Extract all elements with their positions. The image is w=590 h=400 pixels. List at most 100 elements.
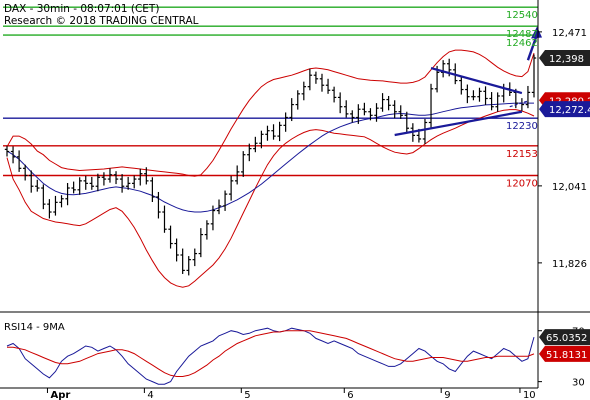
chart-header-line2: Research © 2018 TRADING CENTRAL — [4, 15, 199, 27]
price-bar — [350, 110, 355, 123]
bollinger-bands — [6, 49, 535, 288]
price-bar — [265, 125, 270, 141]
level-label-12462: 12462 — [506, 38, 538, 49]
price-bar — [253, 136, 258, 153]
price-bar — [465, 84, 470, 104]
price-bar — [83, 175, 88, 190]
price-bar — [241, 151, 246, 177]
price-bar — [71, 181, 76, 194]
price-bar — [495, 92, 500, 112]
forecast-arrow-head — [531, 26, 543, 39]
price-bar — [101, 172, 107, 186]
price-bar — [422, 118, 428, 144]
y-tick-label: 11,826 — [552, 259, 587, 270]
rsi-y-tick-label: 30 — [572, 378, 585, 389]
x-tick-label: 4 — [147, 390, 153, 400]
price-bar — [392, 100, 397, 119]
price-bar — [186, 256, 191, 276]
price-bar — [10, 146, 16, 164]
price-bar — [337, 92, 343, 114]
level-label-12070: 12070 — [506, 178, 538, 189]
price-bar — [4, 145, 10, 157]
price-bar — [234, 165, 240, 185]
level-label-12487: 12487 — [506, 29, 538, 40]
triangle-lower-line — [394, 110, 523, 137]
rsi-line — [6, 327, 535, 385]
price-bar — [301, 81, 307, 101]
price-bar — [22, 164, 28, 181]
price-bar — [307, 68, 313, 91]
level-label-12540: 12540 — [506, 10, 538, 21]
price-bar — [41, 184, 46, 210]
rsi-title: RSI14 - 9MA — [4, 322, 65, 333]
x-tick-label: 6 — [347, 390, 353, 400]
price-box-dark: 12,398 — [539, 50, 590, 67]
price-bar — [404, 111, 409, 134]
price-bar — [325, 78, 331, 94]
price-box-bg — [539, 50, 590, 67]
price-bar — [380, 93, 385, 112]
price-bar — [313, 71, 319, 84]
price-bar — [204, 220, 210, 240]
price-bar — [180, 248, 185, 274]
price-bar — [289, 98, 294, 122]
price-bar — [331, 86, 337, 103]
price-bar — [119, 174, 125, 193]
price-bar — [440, 60, 446, 78]
price-bar — [319, 73, 325, 92]
price-bar — [132, 175, 137, 189]
price-bar — [216, 199, 222, 215]
price-bar — [89, 176, 95, 190]
price-bar — [65, 183, 70, 206]
price-bar — [271, 124, 276, 140]
price-bar — [59, 195, 64, 208]
price-bar — [150, 177, 155, 202]
price-bar — [519, 98, 525, 112]
level-lines — [3, 6, 538, 177]
price-bar — [277, 121, 282, 142]
price-bar — [471, 90, 476, 101]
x-tick-label: 5 — [244, 390, 250, 400]
price-bar — [295, 90, 300, 110]
price-bar — [374, 103, 379, 122]
level-label-12230: 12230 — [506, 121, 538, 132]
price-bar — [192, 248, 197, 267]
price-bar — [228, 175, 234, 201]
price-box-text: 12,272.4 — [549, 105, 590, 116]
rsi-box-bg — [539, 345, 590, 362]
price-box-bg — [539, 101, 590, 118]
price-box-text: 12,398 — [549, 54, 584, 65]
price-bar — [459, 77, 464, 95]
moving-average — [6, 102, 534, 213]
price-bar — [198, 228, 204, 258]
price-bar — [144, 167, 149, 185]
price-box-blue: 12,272.4 — [539, 101, 590, 118]
price-bar — [35, 179, 40, 192]
price-bar — [47, 199, 52, 219]
price-bar — [113, 171, 119, 185]
price-bar — [138, 168, 143, 186]
triangle-pattern — [394, 26, 543, 137]
level-label-12153: 12153 — [506, 149, 538, 160]
moving-average-line — [6, 102, 534, 213]
price-bar — [210, 205, 216, 231]
price-bar — [386, 95, 391, 111]
price-bar — [428, 83, 434, 129]
price-bar — [125, 176, 131, 190]
price-bar — [174, 238, 179, 262]
y-tick-label: 12,041 — [552, 182, 587, 193]
forecast-arrow-shaft — [526, 34, 539, 61]
x-tick-label: Apr — [50, 390, 70, 400]
price-bar — [362, 102, 367, 116]
rsi-panel — [6, 327, 535, 385]
price-bar — [489, 92, 494, 111]
x-tick-label: 10 — [523, 390, 536, 400]
price-bar — [531, 54, 537, 98]
price-bar — [525, 85, 531, 109]
price-bar — [77, 177, 82, 195]
rsi-box-dark: 65.0352 — [539, 329, 590, 346]
price-bar — [162, 205, 167, 233]
